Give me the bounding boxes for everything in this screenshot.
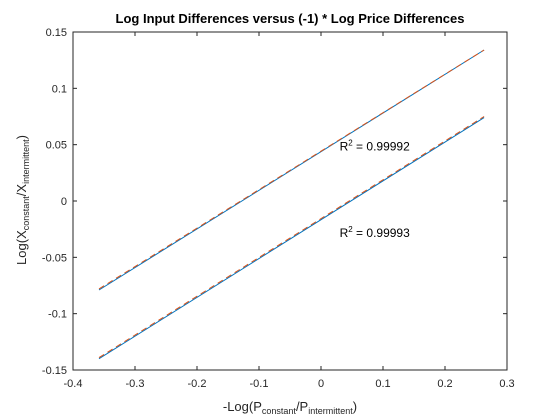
x-label-sub-intermittent: intermittent [308,406,353,416]
r-squared-annotation-2: R2 = 0.99993 [340,225,411,240]
series-layer [98,49,485,360]
x-tick-label: 0 [318,378,324,390]
annotations-layer: R2 = 0.99992 R2 = 0.99993 [340,138,411,240]
x-axis-label: -Log(Pconstant/Pintermittent) [223,399,357,416]
y-tick-label: -0.1 [48,309,67,321]
y-tick-label: -0.05 [42,252,67,264]
x-tick-label: 0.2 [437,378,452,390]
plot-area [73,32,507,370]
y-label-base: Log(X [14,230,29,265]
x-tick-label: 0.1 [375,378,390,390]
y-axis-label: Log(Xconstant/Xintermittent) [14,135,31,265]
series-line-1-solid [98,49,485,291]
x-label-base: -Log(P [223,399,262,414]
x-tick-label: -0.2 [188,378,207,390]
x-tick-label: -0.4 [64,378,83,390]
y-tick-label: 0 [61,196,67,208]
y-label-sub-intermittent: intermittent [21,139,31,184]
series-line-3-solid [98,117,485,360]
r-squared-annotation-1: R2 = 0.99992 [340,138,411,153]
series-line-2-dashed [98,49,485,290]
y-label-end: ) [14,135,29,139]
y-tick-label: -0.15 [42,365,67,377]
y-tick-label: 0.05 [46,140,67,152]
y-tick-label: 0.1 [52,83,67,95]
x-label-mid: /P [296,399,308,414]
series-line-4-dashed [98,116,485,359]
x-tick-label: -0.1 [250,378,269,390]
x-label-end: ) [353,399,357,414]
ticks-layer: -0.4 -0.3 -0.2 -0.1 0 0.1 0.2 0.3 -0.15 -0.1 -0.05… [42,27,515,390]
x-label-sub-constant: constant [262,406,297,416]
y-tick-label: 0.15 [46,27,67,39]
chart-title: Log Input Differences versus (-1) * Log … [116,11,465,26]
x-tick-label: 0.3 [499,378,514,390]
x-tick-label: -0.3 [126,378,145,390]
plot-frame [72,31,508,371]
y-label-mid: /X [14,184,29,197]
y-label-sub-constant: constant [21,196,31,231]
